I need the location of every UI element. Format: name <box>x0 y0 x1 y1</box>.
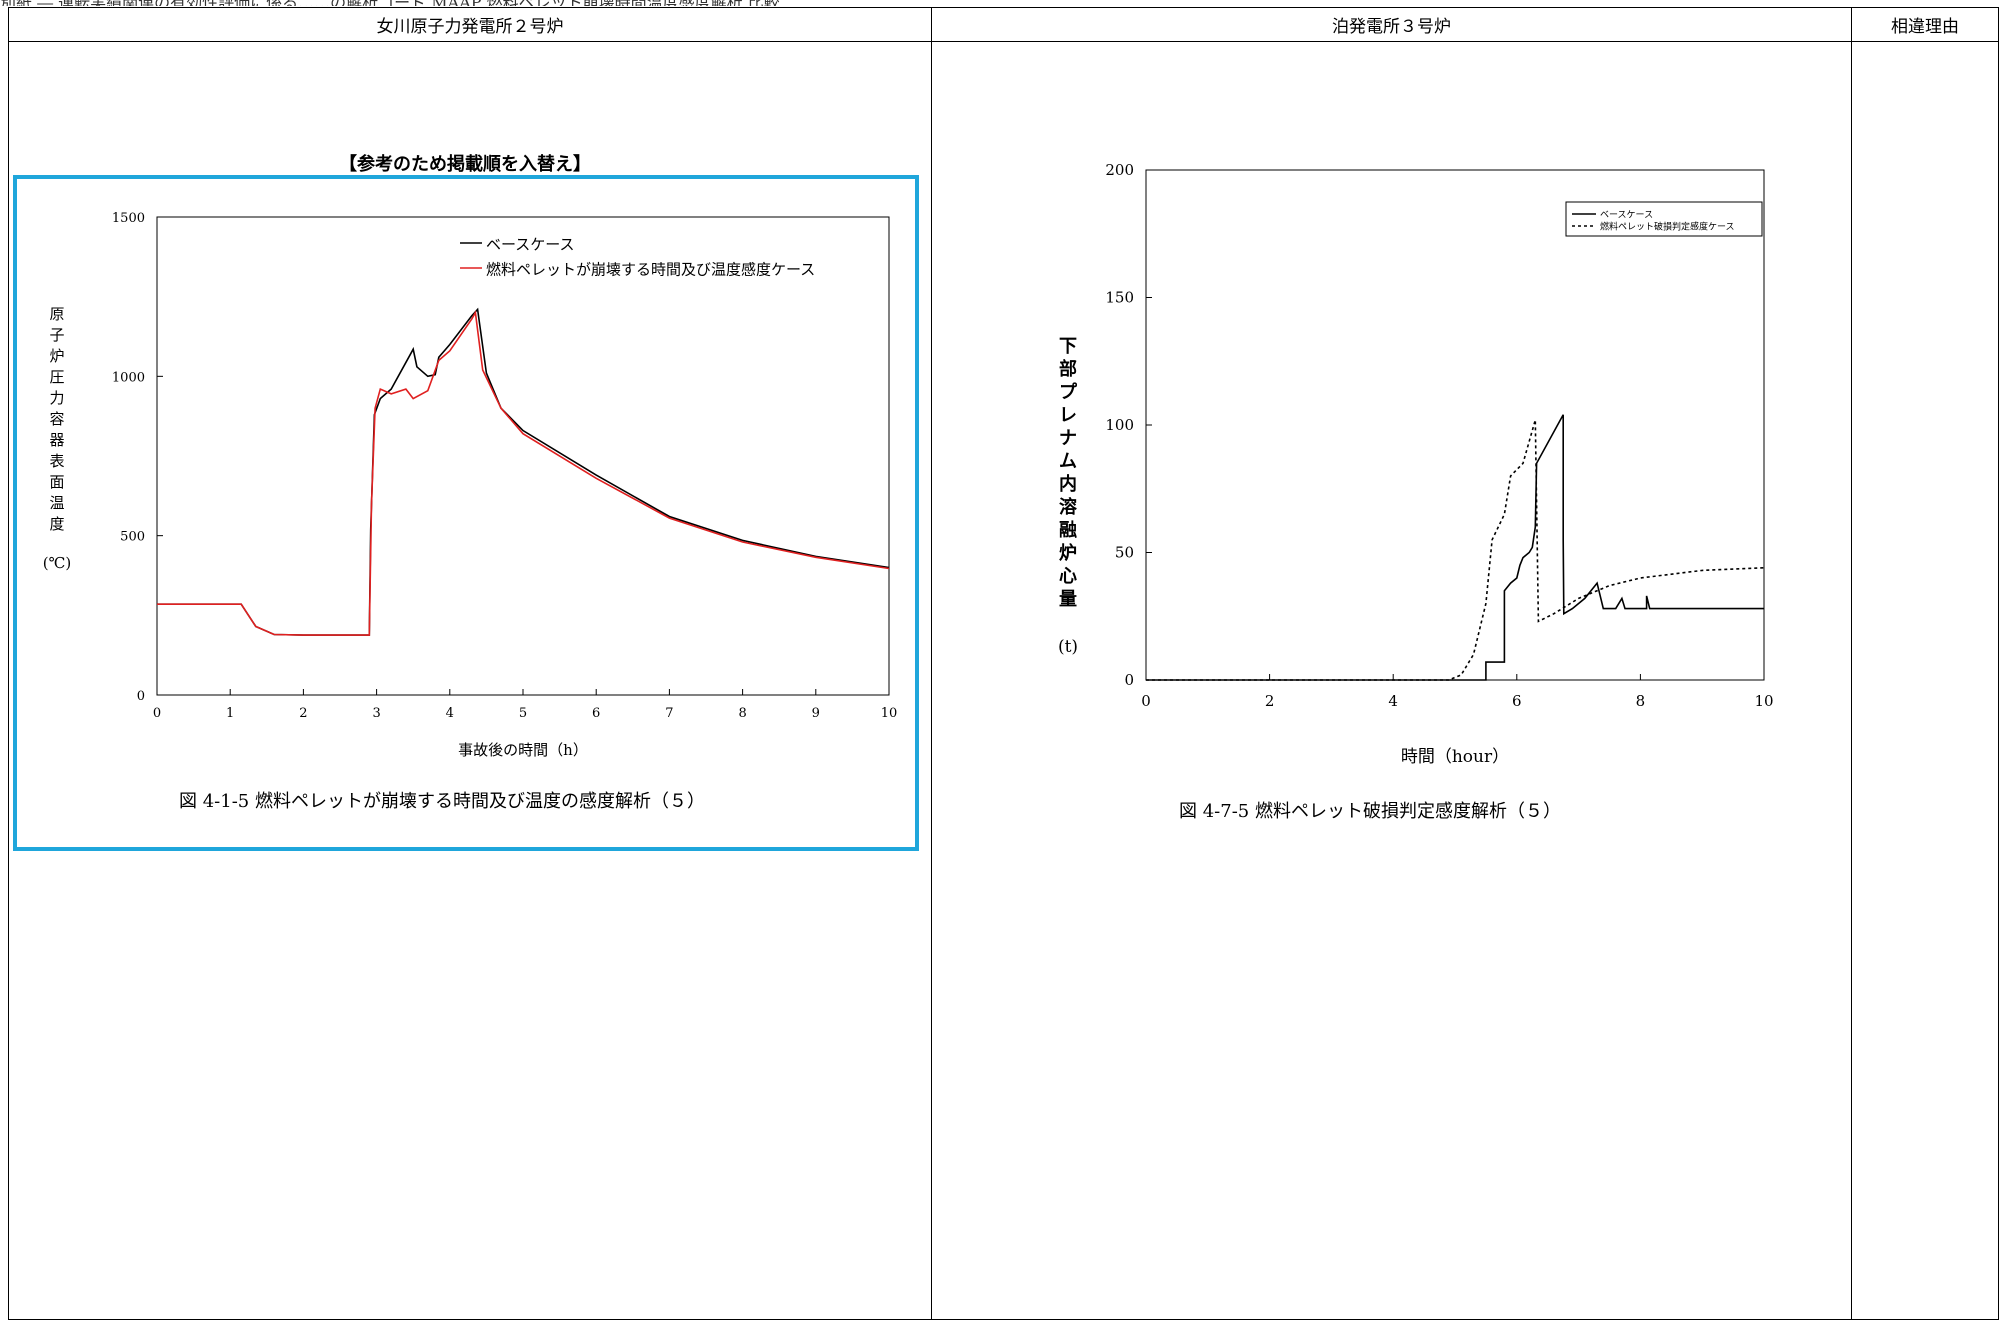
table-body-row: 【参考のため掲載順を入替え】 0 1 2 3 4 5 6 7 8 9 10 0 500 1000 1500 事… <box>8 41 1999 1320</box>
y-axis-label-char: 面 <box>49 473 64 491</box>
y-axis-label-char: 温 <box>49 494 64 512</box>
y-axis-label-char: 炉 <box>1059 542 1077 564</box>
col1-header: 女川原子力発電所２号炉 <box>8 7 932 42</box>
y-tick-label: 100 <box>1105 416 1134 434</box>
legend-box <box>1565 201 1763 237</box>
x-tick-label: 3 <box>372 706 380 721</box>
header-strip: 別紙 ― 運転実績関連の有効性評価に係る……の解析コード MAAP 燃料ペレット… <box>0 0 2008 6</box>
y-axis-label-char: 圧 <box>49 368 64 386</box>
x-tick-label: 0 <box>1141 692 1151 710</box>
legend-label-1: ベースケース <box>1600 210 1653 221</box>
x-tick-label: 0 <box>153 706 161 721</box>
comparison-table: 女川原子力発電所２号炉 泊発電所３号炉 相違理由 【参考のため掲載順を入替え】 … <box>8 7 1999 1320</box>
y-axis-label-char: 力 <box>49 389 64 407</box>
x-tick-label: 6 <box>1512 692 1522 710</box>
x-tick-label: 9 <box>812 706 820 721</box>
series-line-1 <box>1146 414 1764 681</box>
series-line-2 <box>157 310 890 636</box>
x-tick-label: 8 <box>1636 692 1646 710</box>
molten-core-chart: 0 2 4 6 8 10050100150200時間（hour）下部プレナム内溶融炉心量(… <box>1058 161 1774 767</box>
x-tick-label: 5 <box>519 706 527 721</box>
x-axis-label: 事故後の時間（h） <box>458 741 588 759</box>
y-tick-label: 200 <box>1105 161 1134 179</box>
y-tick-label: 0 <box>1124 671 1134 689</box>
y-axis-label-char: 融 <box>1059 520 1077 541</box>
y-axis-label-char: 下 <box>1059 336 1077 357</box>
y-axis-unit: (t) <box>1058 637 1078 657</box>
y-axis-label-char: 部 <box>1059 358 1077 380</box>
series-line-1 <box>157 307 890 636</box>
x-tick-label: 2 <box>299 706 307 721</box>
y-axis-label-char: ム <box>1059 451 1077 472</box>
y-axis-label-char: 容 <box>49 410 64 428</box>
x-tick-label: 6 <box>592 706 600 721</box>
right-figure-caption: 図 4-7-5 燃料ペレット破損判定感度解析（５） <box>1179 801 1561 822</box>
y-axis-unit: (℃) <box>43 554 71 572</box>
x-tick-label: 4 <box>1388 692 1398 710</box>
col3-header: 相違理由 <box>1851 7 1999 42</box>
table-header-row: 女川原子力発電所２号炉 泊発電所３号炉 相違理由 <box>8 7 1999 42</box>
y-axis-label-char: 溶 <box>1059 496 1077 518</box>
y-axis-label-char: レ <box>1059 405 1077 426</box>
highlight-frame: 0 1 2 3 4 5 6 7 8 9 10 0 500 1000 1500 事故後の時間（h） 原子炉圧力容器… <box>13 175 919 851</box>
y-tick-label: 50 <box>1115 544 1134 562</box>
legend-label-1: ベースケース <box>486 236 575 254</box>
y-axis-label-char: 内 <box>1059 473 1077 495</box>
temperature-chart: 0 1 2 3 4 5 6 7 8 9 10 0 500 1000 1500 事故後の時間（h） 原子炉圧力容器… <box>43 211 898 759</box>
x-tick-label: 10 <box>881 706 898 721</box>
x-tick-label: 8 <box>738 706 746 721</box>
plot-frame <box>1145 169 1765 681</box>
y-axis-label-char: 原 <box>49 305 64 323</box>
y-axis-label-char: プ <box>1059 381 1078 403</box>
left-figure-caption: 図 4-1-5 燃料ペレットが崩壊する時間及び温度の感度解析（５） <box>179 791 705 812</box>
legend-label-2: 燃料ペレットが崩壊する時間及び温度感度ケース <box>486 261 815 279</box>
x-tick-label: 10 <box>1754 692 1773 710</box>
plot-frame <box>156 216 890 696</box>
y-axis-label-char: 器 <box>49 431 64 449</box>
col2-header: 泊発電所３号炉 <box>931 7 1852 42</box>
y-axis-label-char: 度 <box>49 515 64 533</box>
y-axis-label-char: 子 <box>49 326 64 344</box>
x-tick-label: 4 <box>446 706 454 721</box>
y-tick-label: 1500 <box>112 211 145 226</box>
x-axis-label: 時間（hour） <box>1401 747 1509 767</box>
y-axis-label-char: ナ <box>1059 428 1077 449</box>
y-axis-label-char: 量 <box>1059 588 1077 610</box>
y-tick-label: 0 <box>137 689 145 704</box>
y-tick-label: 150 <box>1105 289 1134 307</box>
x-tick-label: 2 <box>1265 692 1275 710</box>
y-tick-label: 500 <box>120 530 145 545</box>
y-tick-label: 1000 <box>112 370 145 385</box>
y-axis-label-char: 表 <box>49 452 64 470</box>
reorder-note: 【参考のため掲載順を入替え】 <box>339 154 591 175</box>
y-axis-label-char: 炉 <box>49 347 64 365</box>
left-cell: 【参考のため掲載順を入替え】 0 1 2 3 4 5 6 7 8 9 10 0 500 1000 1500 事… <box>8 41 932 1320</box>
series-line-2 <box>1146 419 1765 681</box>
legend-label-2: 燃料ペレット破損判定感度ケース <box>1600 221 1735 233</box>
right-cell: 0 2 4 6 8 10 0 50 100 150 200 時間（hour）下部プレナム内溶融炉心量(… <box>931 41 1852 1320</box>
y-axis-label-char: 心 <box>1059 566 1077 587</box>
reason-cell <box>1851 41 1999 1320</box>
x-tick-label: 1 <box>226 706 234 721</box>
x-tick-label: 7 <box>665 706 673 721</box>
